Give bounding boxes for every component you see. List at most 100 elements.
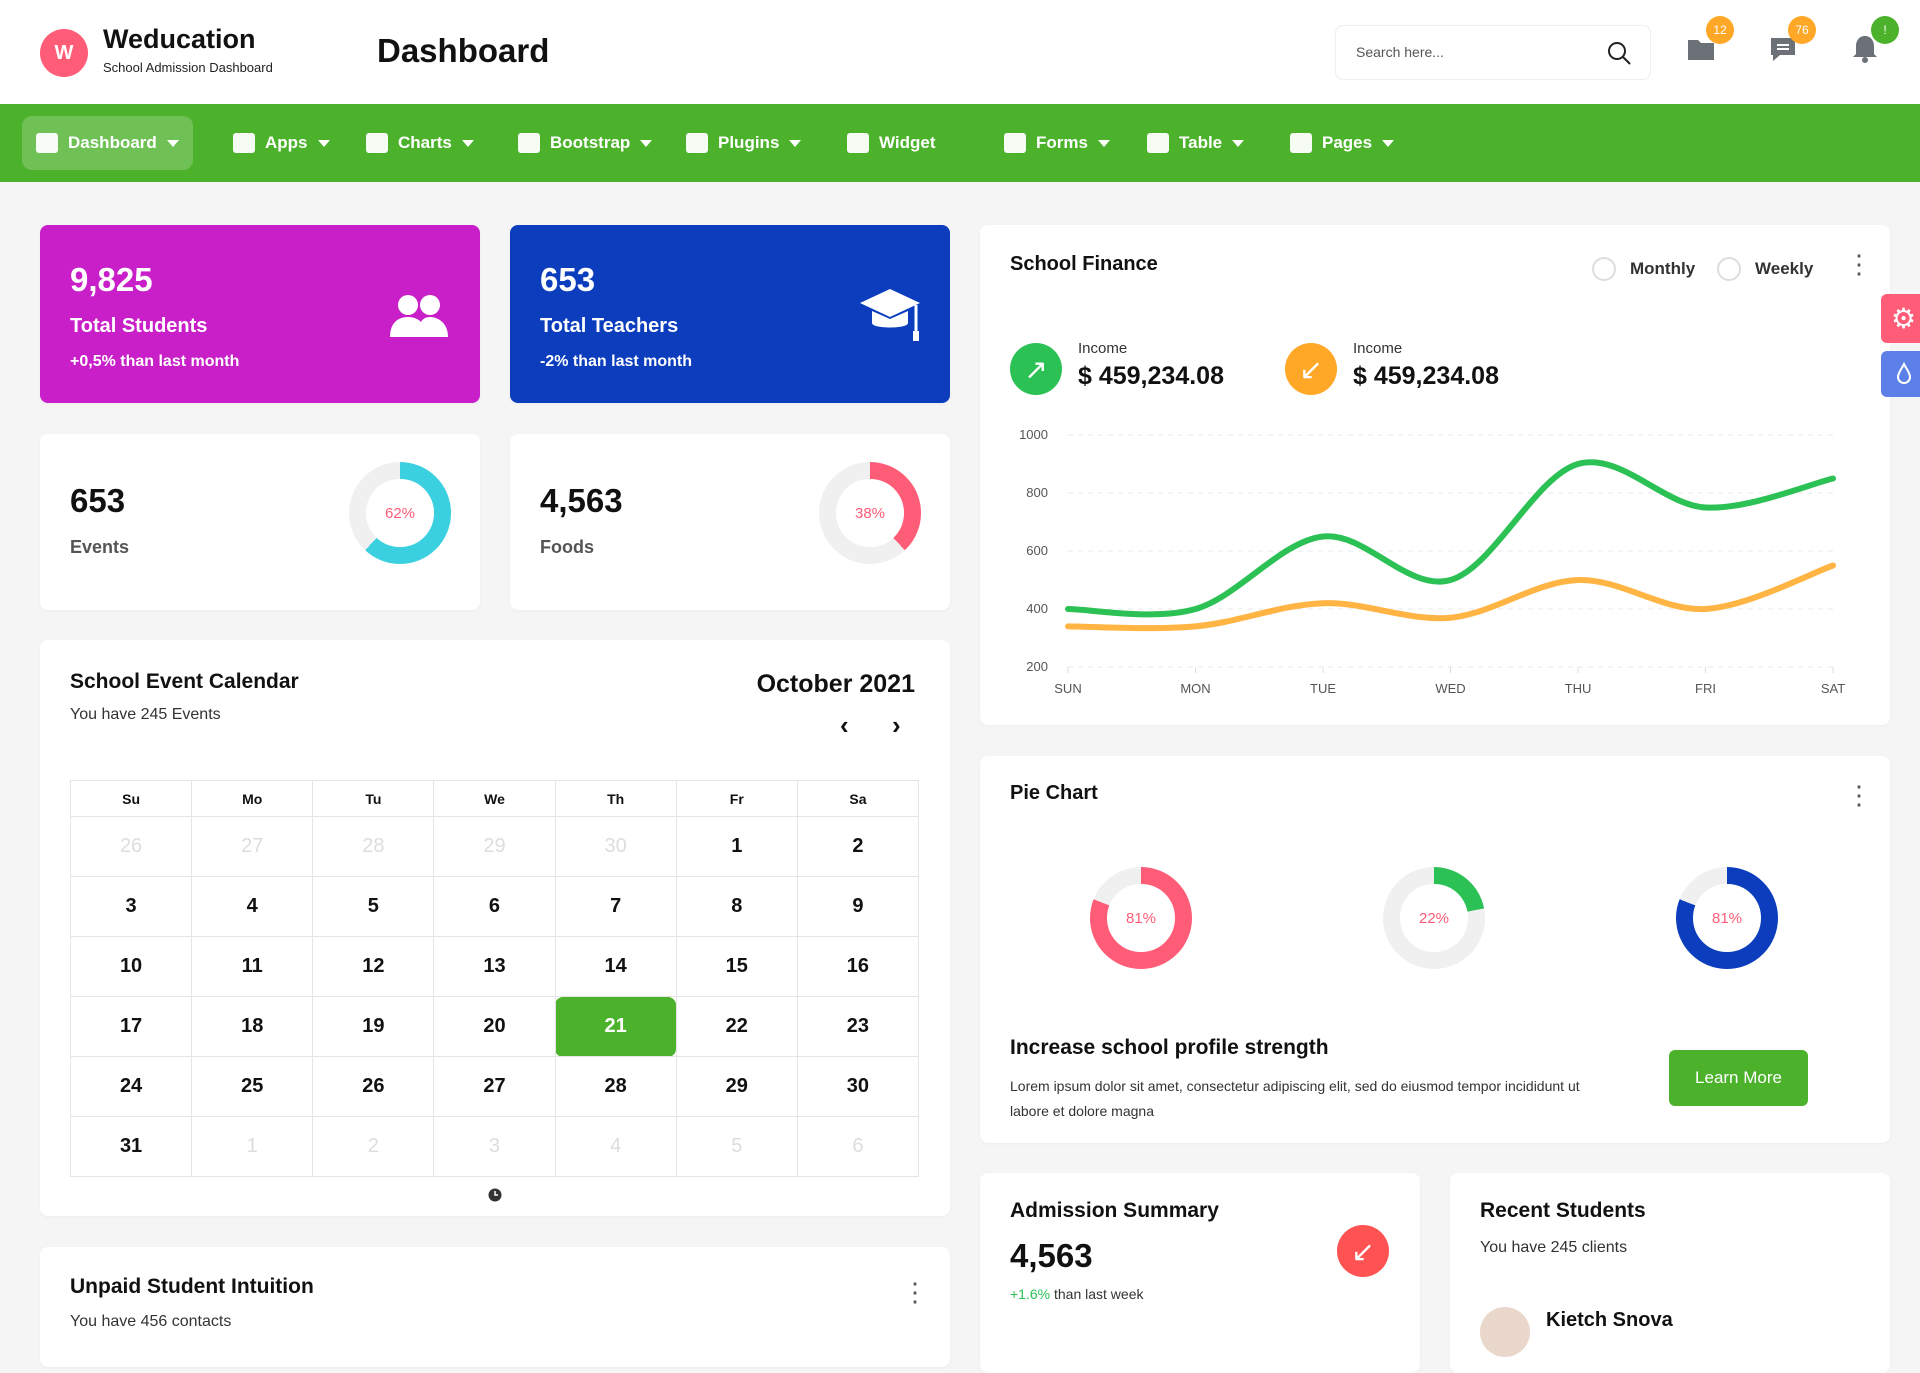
total-teachers-card[interactable]: 653 Total Teachers -2% than last month <box>510 225 950 403</box>
foods-percent: 38% <box>855 505 885 522</box>
calendar-day[interactable]: 27 <box>192 817 313 877</box>
student-name[interactable]: Kietch Snova <box>1546 1309 1673 1332</box>
calendar-day[interactable]: 19 <box>313 997 434 1057</box>
nav-item-charts[interactable]: Charts <box>352 116 488 170</box>
teachers-change: -2% than last month <box>540 353 692 371</box>
x-tick-label: MON <box>1180 681 1210 696</box>
calendar-day[interactable]: 5 <box>313 877 434 937</box>
nav-item-forms[interactable]: Forms <box>990 116 1124 170</box>
calendar-day[interactable]: 6 <box>797 1117 918 1177</box>
logo[interactable]: W <box>40 29 88 77</box>
calendar-day[interactable]: 27 <box>434 1057 555 1117</box>
nav-label: Pages <box>1322 133 1372 153</box>
nav-label: Forms <box>1036 133 1088 153</box>
calendar-day[interactable]: 8 <box>676 877 797 937</box>
calendar-day[interactable]: 4 <box>192 877 313 937</box>
y-tick-label: 400 <box>1026 601 1048 616</box>
calendar-day[interactable]: 30 <box>555 817 676 877</box>
messages-button[interactable]: 76 <box>1768 34 1802 68</box>
next-month-button[interactable]: › <box>892 710 901 741</box>
more-options-icon[interactable]: ⋮ <box>902 1287 928 1297</box>
admission-title: Admission Summary <box>1010 1199 1219 1223</box>
calendar-day[interactable]: 29 <box>434 817 555 877</box>
calendar-day[interactable]: 28 <box>555 1057 676 1117</box>
calendar-day[interactable]: 4 <box>555 1117 676 1177</box>
foods-label: Foods <box>540 537 594 558</box>
prev-month-button[interactable]: ‹ <box>840 710 849 741</box>
nav-item-table[interactable]: Table <box>1133 116 1258 170</box>
calendar-day[interactable]: 11 <box>192 937 313 997</box>
calendar-day[interactable]: 14 <box>555 937 676 997</box>
calendar-day[interactable]: 18 <box>192 997 313 1057</box>
school-finance-card: School Finance Monthly Weekly ⋮ ↗ Income… <box>980 225 1890 725</box>
calendar-day[interactable]: 17 <box>71 997 192 1057</box>
calendar-day[interactable]: 3 <box>71 877 192 937</box>
graduation-cap-icon <box>858 287 922 343</box>
calendar-day[interactable]: 30 <box>797 1057 918 1117</box>
calendar-day[interactable]: 28 <box>313 817 434 877</box>
home-icon <box>36 133 58 153</box>
calendar-day[interactable]: 23 <box>797 997 918 1057</box>
calendar-day[interactable]: 29 <box>676 1057 797 1117</box>
calendar-day[interactable]: 2 <box>313 1117 434 1177</box>
nav-item-plugins[interactable]: Plugins <box>672 116 815 170</box>
calendar-day[interactable]: 9 <box>797 877 918 937</box>
events-donut: 62% <box>349 462 451 564</box>
calendar-day[interactable]: 20 <box>434 997 555 1057</box>
foods-card[interactable]: 4,563 Foods 38% <box>510 434 950 610</box>
clock-icon[interactable] <box>488 1188 502 1202</box>
y-tick-label: 800 <box>1026 485 1048 500</box>
calendar-day[interactable]: 2 <box>797 817 918 877</box>
notifications-button[interactable]: ! <box>1851 34 1885 68</box>
search-input[interactable]: Search here... <box>1335 25 1651 80</box>
weekday-header: Tu <box>313 781 434 817</box>
calendar-day[interactable]: 24 <box>71 1057 192 1117</box>
nav-item-dashboard[interactable]: Dashboard <box>22 116 193 170</box>
calendar-day[interactable]: 21 <box>555 997 676 1057</box>
search-icon[interactable] <box>1606 40 1632 66</box>
total-students-card[interactable]: 9,825 Total Students +0,5% than last mon… <box>40 225 480 403</box>
unpaid-card: Unpaid Student Intuition You have 456 co… <box>40 1247 950 1367</box>
calendar-day[interactable]: 5 <box>676 1117 797 1177</box>
students-change: +0,5% than last month <box>70 353 239 371</box>
calendar-day[interactable]: 10 <box>71 937 192 997</box>
admission-value: 4,563 <box>1010 1237 1093 1275</box>
calendar-day[interactable]: 13 <box>434 937 555 997</box>
student-avatar[interactable] <box>1480 1307 1530 1357</box>
nav-label: Dashboard <box>68 133 157 153</box>
nav-item-bootstrap[interactable]: Bootstrap <box>504 116 666 170</box>
calendar-day[interactable]: 22 <box>676 997 797 1057</box>
cta-title: Increase school profile strength <box>1010 1036 1329 1060</box>
calendar-day[interactable]: 1 <box>676 817 797 877</box>
theme-button[interactable] <box>1881 351 1920 397</box>
more-options-icon[interactable]: ⋮ <box>1846 790 1872 800</box>
arrow-down-left-icon: ↙ <box>1337 1225 1389 1277</box>
calendar-day[interactable]: 12 <box>313 937 434 997</box>
events-card[interactable]: 653 Events 62% <box>40 434 480 610</box>
calendar-day[interactable]: 25 <box>192 1057 313 1117</box>
pie-donut: 22% <box>1383 867 1485 969</box>
weekday-header: Mo <box>192 781 313 817</box>
pie-title: Pie Chart <box>1010 782 1098 805</box>
nav-item-apps[interactable]: Apps <box>219 116 344 170</box>
folder-button[interactable]: 12 <box>1686 34 1720 68</box>
nav-item-pages[interactable]: Pages <box>1276 116 1408 170</box>
calendar-day[interactable]: 15 <box>676 937 797 997</box>
calendar-day[interactable]: 6 <box>434 877 555 937</box>
x-tick-label: WED <box>1435 681 1465 696</box>
settings-button[interactable]: ⚙ <box>1881 294 1920 343</box>
calendar-day[interactable]: 26 <box>313 1057 434 1117</box>
calendar-day[interactable]: 7 <box>555 877 676 937</box>
calendar-day[interactable]: 31 <box>71 1117 192 1177</box>
caret-down-icon <box>1232 140 1244 147</box>
x-tick-label: SAT <box>1821 681 1845 696</box>
nav-label: Bootstrap <box>550 133 630 153</box>
calendar-day[interactable]: 26 <box>71 817 192 877</box>
nav-item-widget[interactable]: Widget <box>833 116 950 170</box>
calendar-day[interactable]: 1 <box>192 1117 313 1177</box>
learn-more-button[interactable]: Learn More <box>1669 1050 1808 1106</box>
calendar-day[interactable]: 16 <box>797 937 918 997</box>
calendar-day[interactable]: 3 <box>434 1117 555 1177</box>
